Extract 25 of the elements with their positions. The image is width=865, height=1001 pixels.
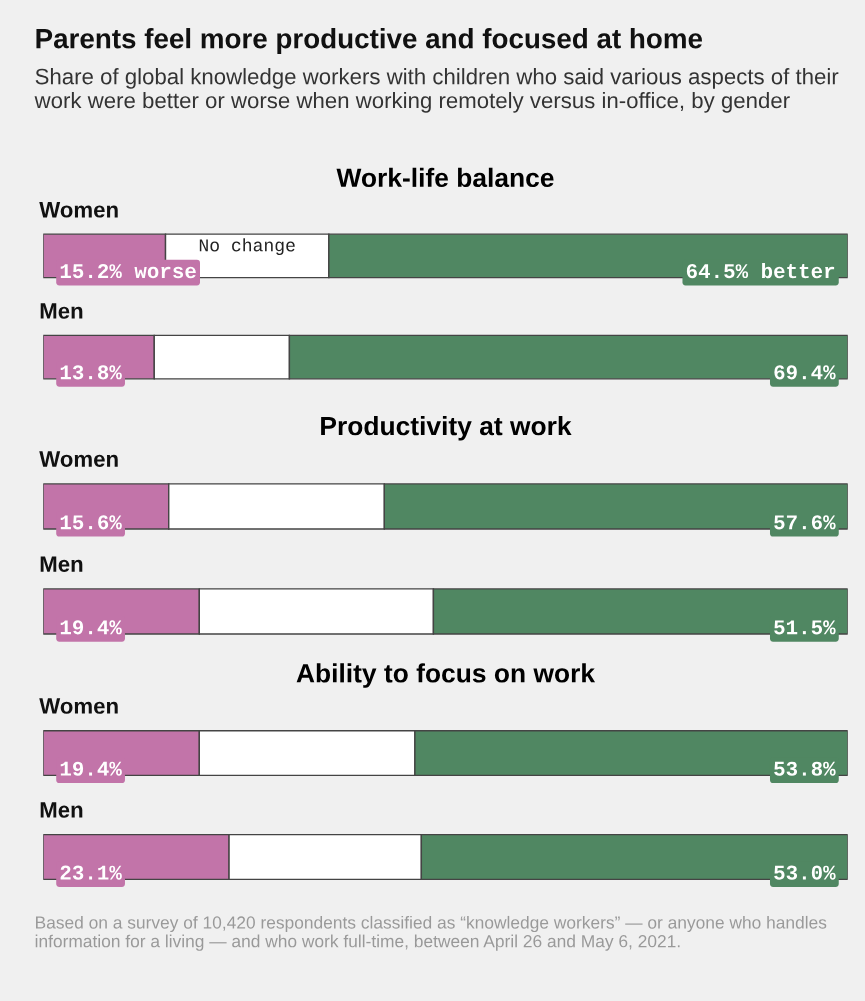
text: Parents feel more productive and focused at home (36, 28, 703, 54)
chart-title: Work-life balance (336, 167, 554, 188)
chart-title: Productivity at work (321, 415, 572, 441)
data-label: 23.1% (60, 865, 122, 880)
data-label: 69.4% (774, 365, 836, 380)
data-label: 19.4% (60, 620, 122, 635)
data-label: 13.8% (60, 365, 122, 380)
data-label: 53.8% (774, 761, 836, 776)
data-label: 19.4% (60, 761, 122, 776)
text: Based on a survey of 10,420 respondents classified as “knowledge workers” — or anyone who handles information for a living — and who work full-time, between April 26 and May 6, 2021. (35, 915, 827, 951)
data-label: 64.5% better (686, 262, 835, 279)
category-label: Men (40, 303, 83, 319)
data-label: 51.5% (774, 620, 836, 635)
category-label: Men (40, 802, 83, 818)
category-label: Women (39, 451, 118, 467)
text: Share of global knowledge workers with children who said various aspects of their work were better or worse when working remotely versus in-office, by gender (34, 68, 839, 113)
category-label: Women (39, 202, 118, 218)
data-label: 15.2% worse (60, 264, 196, 279)
data-label: 53.0% (774, 865, 836, 880)
chart-title: Ability to focus on work (296, 663, 596, 688)
data-label: 57.6% (774, 515, 836, 530)
data-label: No change (199, 238, 295, 256)
category-label: Men (40, 556, 83, 572)
category-label: Women (39, 698, 118, 714)
data-label: 15.6% (60, 515, 122, 530)
